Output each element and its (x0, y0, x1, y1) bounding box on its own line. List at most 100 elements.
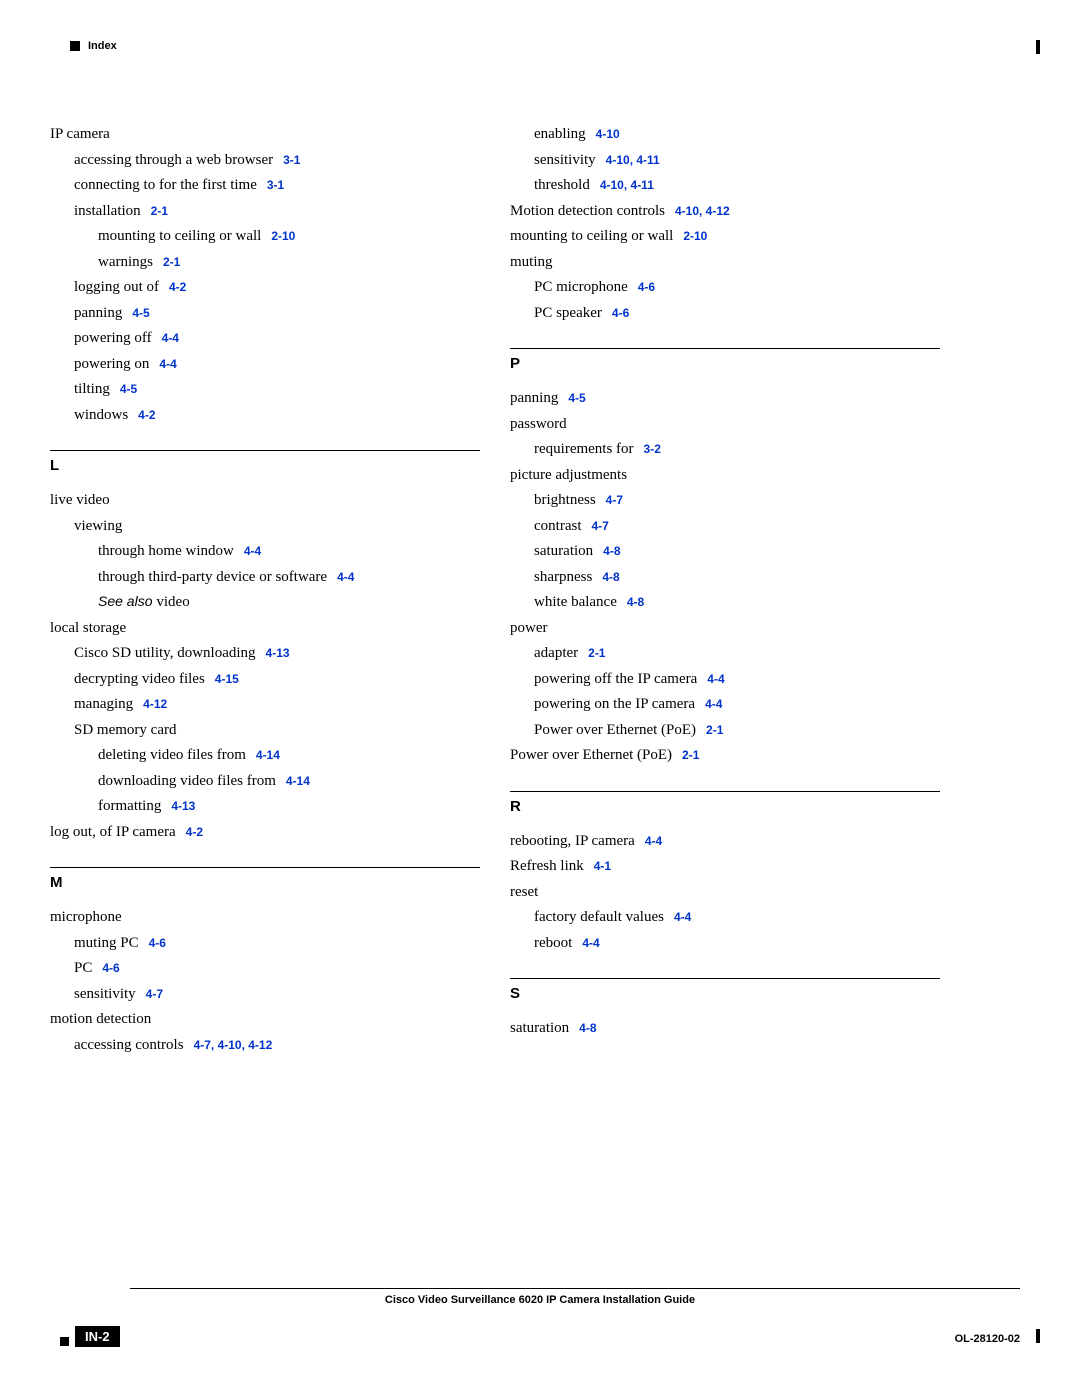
entry-text: Power over Ethernet (PoE) (534, 722, 696, 738)
index-entry: reboot4-4 (510, 931, 940, 957)
page-reference[interactable]: 4-8 (603, 544, 620, 558)
page-reference[interactable]: 4-4 (162, 331, 179, 345)
page-reference[interactable]: 2-1 (163, 255, 180, 269)
index-entry: adapter2-1 (510, 641, 940, 667)
entry-text: powering on the IP camera (534, 696, 695, 712)
page-reference[interactable]: 4-14 (286, 774, 310, 788)
page-reference[interactable]: 4-4 (582, 936, 599, 950)
page-reference[interactable]: 4-6 (638, 280, 655, 294)
page-reference[interactable]: 4-10, 4-11 (600, 178, 654, 192)
page-reference[interactable]: 4-8 (602, 570, 619, 584)
entry-text: installation (74, 203, 141, 219)
index-entry: managing4-12 (50, 692, 480, 718)
page-reference[interactable]: 3-1 (283, 153, 300, 167)
index-entry: motion detection (50, 1007, 480, 1033)
entry-text: sensitivity (534, 152, 596, 168)
index-entry: threshold 4-10, 4-11 (510, 173, 940, 199)
index-entry: muting (510, 250, 940, 276)
page-reference[interactable]: 2-1 (151, 204, 168, 218)
page-reference[interactable]: 4-7 (146, 987, 163, 1001)
page-reference[interactable]: 4-13 (171, 799, 195, 813)
page-reference[interactable]: 3-1 (267, 178, 284, 192)
page-reference[interactable]: 4-1 (594, 859, 611, 873)
entry-text: downloading video files from (98, 773, 276, 789)
page-reference[interactable]: 4-8 (579, 1021, 596, 1035)
page-reference[interactable]: 4-7, 4-10, 4-12 (194, 1038, 273, 1052)
page-reference[interactable]: 4-12 (143, 697, 167, 711)
entry-text: logging out of (74, 279, 159, 295)
page-reference[interactable]: 4-2 (169, 280, 186, 294)
page-reference[interactable]: 2-1 (706, 723, 723, 737)
index-columns: IP camera accessing through a web browser… (50, 122, 1020, 1058)
page-reference[interactable]: 4-4 (337, 570, 354, 584)
page-reference[interactable]: 3-2 (644, 442, 661, 456)
decorative-bar (1036, 1329, 1040, 1343)
entry-text: threshold (534, 177, 590, 193)
entry-text: powering off (74, 330, 152, 346)
index-entry: rebooting, IP camera4-4 (510, 829, 940, 855)
index-entry: Power over Ethernet (PoE) 2-1 (510, 718, 940, 744)
index-entry: powering off 4-4 (50, 326, 480, 352)
index-entry: white balance 4-8 (510, 590, 940, 616)
index-entry: viewing (50, 514, 480, 540)
entry-text: picture adjustments (510, 467, 627, 483)
entry-text: accessing controls (74, 1037, 184, 1053)
entry-text: log out, of IP camera (50, 824, 176, 840)
page-reference[interactable]: 4-6 (149, 936, 166, 950)
page-reference[interactable]: 4-15 (215, 672, 239, 686)
page-reference[interactable]: 4-14 (256, 748, 280, 762)
index-entry: log out, of IP camera 4-2 (50, 820, 480, 846)
page-reference[interactable]: 4-4 (645, 834, 662, 848)
entry-text: white balance (534, 594, 617, 610)
page-reference[interactable]: 2-10 (683, 229, 707, 243)
page-reference[interactable]: 4-10 (596, 127, 620, 141)
page-reference[interactable]: 4-13 (266, 646, 290, 660)
page-reference[interactable]: 4-8 (627, 595, 644, 609)
page-reference[interactable]: 4-7 (606, 493, 623, 507)
page-reference[interactable]: 4-10, 4-11 (606, 153, 660, 167)
page-reference[interactable]: 4-5 (120, 382, 137, 396)
entry-text: IP camera (50, 126, 110, 142)
index-entry: PC 4-6 (50, 956, 480, 982)
entry-text: microphone (50, 909, 122, 925)
entry-text: warnings (98, 254, 153, 270)
entry-text: accessing through a web browser (74, 152, 273, 168)
entry-text: muting PC (74, 935, 139, 951)
index-entry: PC microphone4-6 (510, 275, 940, 301)
page-reference[interactable]: 4-6 (612, 306, 629, 320)
page-reference[interactable]: 2-1 (682, 748, 699, 762)
entry-text: PC (74, 960, 92, 976)
page-reference[interactable]: 4-10, 4-12 (675, 204, 730, 218)
index-entry: SD memory card (50, 718, 480, 744)
index-entry: enabling4-10 (510, 122, 940, 148)
page-reference[interactable]: 4-5 (568, 391, 585, 405)
page-reference[interactable]: 4-6 (102, 961, 119, 975)
index-entry: formatting4-13 (50, 794, 480, 820)
page-reference[interactable]: 4-4 (707, 672, 724, 686)
entry-text: sharpness (534, 569, 592, 585)
section-header-p: P (510, 348, 940, 372)
page-reference[interactable]: 4-7 (591, 519, 608, 533)
index-entry: power (510, 616, 940, 642)
page-reference[interactable]: 4-2 (186, 825, 203, 839)
page-reference[interactable]: 4-2 (138, 408, 155, 422)
entry-text: local storage (50, 620, 126, 636)
section-header-s: S (510, 978, 940, 1002)
page-reference[interactable]: 4-4 (159, 357, 176, 371)
footer-title: Cisco Video Surveillance 6020 IP Camera … (385, 1294, 695, 1306)
index-entry: contrast4-7 (510, 514, 940, 540)
page-reference[interactable]: 4-4 (705, 697, 722, 711)
page-footer: Cisco Video Surveillance 6020 IP Camera … (60, 1306, 1020, 1347)
left-column: IP camera accessing through a web browser… (50, 122, 480, 1058)
entry-text: through third-party device or software (98, 569, 327, 585)
page-reference[interactable]: 4-4 (244, 544, 261, 558)
page-reference[interactable]: 4-5 (132, 306, 149, 320)
index-entry: factory default values4-4 (510, 905, 940, 931)
entry-text: panning (74, 305, 122, 321)
page-reference[interactable]: 2-10 (271, 229, 295, 243)
see-also: See also (98, 593, 156, 609)
index-entry: Refresh link4-1 (510, 854, 940, 880)
index-entry: powering on the IP camera 4-4 (510, 692, 940, 718)
page-reference[interactable]: 2-1 (588, 646, 605, 660)
page-reference[interactable]: 4-4 (674, 910, 691, 924)
